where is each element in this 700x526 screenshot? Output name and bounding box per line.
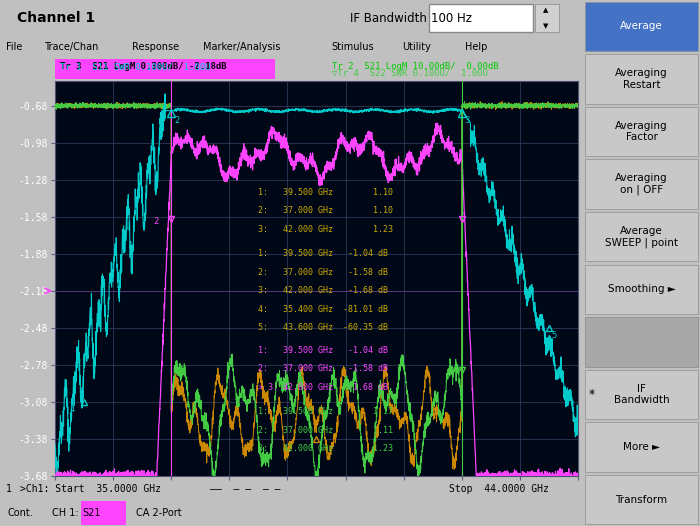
Bar bbox=[585, 475, 698, 524]
Text: 3:   42.000 GHz        1.23: 3: 42.000 GHz 1.23 bbox=[258, 225, 393, 234]
Text: Trace/Chan: Trace/Chan bbox=[44, 42, 99, 52]
Text: 1:   39.500 GHz        1.17: 1: 39.500 GHz 1.17 bbox=[258, 407, 393, 416]
Text: >Ch1: Start  35.0000 GHz: >Ch1: Start 35.0000 GHz bbox=[20, 484, 162, 494]
Bar bbox=[585, 107, 698, 156]
Text: Cont.: Cont. bbox=[7, 508, 33, 518]
Text: 1:   39.500 GHz   -1.04 dB: 1: 39.500 GHz -1.04 dB bbox=[258, 249, 389, 258]
Text: Utility: Utility bbox=[402, 42, 431, 52]
Text: Channel 1: Channel 1 bbox=[18, 11, 96, 25]
Text: IF
Bandwidth: IF Bandwidth bbox=[614, 383, 669, 406]
Text: Response: Response bbox=[132, 42, 179, 52]
Text: LCL: LCL bbox=[609, 508, 626, 518]
Text: S21: S21 bbox=[83, 508, 101, 518]
Text: *: * bbox=[589, 388, 595, 401]
Text: CH 1:: CH 1: bbox=[52, 508, 79, 518]
Bar bbox=[55, 59, 274, 79]
Text: 5: 5 bbox=[552, 331, 557, 340]
Text: 2: 2 bbox=[154, 217, 159, 226]
Text: Marker/Analysis: Marker/Analysis bbox=[203, 42, 280, 52]
Text: File: File bbox=[6, 42, 22, 52]
Bar bbox=[585, 370, 698, 419]
Text: 3:   42.000 GHz        1.23: 3: 42.000 GHz 1.23 bbox=[258, 444, 393, 453]
Text: Average: Average bbox=[620, 21, 663, 32]
Text: IF Bandwidth: IF Bandwidth bbox=[350, 12, 427, 25]
Text: Averaging
on | OFF: Averaging on | OFF bbox=[615, 173, 668, 195]
Bar bbox=[585, 212, 698, 261]
Text: Stop  44.0000 GHz: Stop 44.0000 GHz bbox=[449, 484, 549, 494]
Bar bbox=[585, 54, 698, 104]
Text: Tr 2  S21 LogM 10.00dB/  0.00dB: Tr 2 S21 LogM 10.00dB/ 0.00dB bbox=[332, 62, 499, 71]
Text: ▼: ▼ bbox=[543, 23, 549, 29]
Bar bbox=[585, 2, 698, 51]
Text: 2:   37.000 GHz        1.10: 2: 37.000 GHz 1.10 bbox=[258, 206, 393, 215]
Text: ——  — —  — —: —— — — — — bbox=[210, 484, 281, 494]
Text: ▽Tr 4  S22 SWR 0.100U/  1.00U: ▽Tr 4 S22 SWR 0.100U/ 1.00U bbox=[332, 68, 488, 77]
Text: Tr 1  S11 SWR 0.100U/  1.00U: Tr 1 S11 SWR 0.100U/ 1.00U bbox=[60, 62, 211, 71]
Text: 1:   39.500 GHz   -1.04 dB: 1: 39.500 GHz -1.04 dB bbox=[258, 346, 389, 355]
Text: 4: 4 bbox=[69, 405, 75, 414]
Text: CA 2-Port: CA 2-Port bbox=[136, 508, 182, 518]
Text: 2:   37.000 GHz        1.11: 2: 37.000 GHz 1.11 bbox=[258, 426, 393, 435]
FancyBboxPatch shape bbox=[428, 4, 533, 33]
Bar bbox=[585, 317, 698, 367]
Bar bbox=[585, 159, 698, 209]
Text: 3: 3 bbox=[465, 116, 470, 125]
Text: 100 Hz: 100 Hz bbox=[431, 12, 472, 25]
Bar bbox=[80, 501, 126, 525]
Bar bbox=[585, 265, 698, 314]
Text: Averaging
Restart: Averaging Restart bbox=[615, 68, 668, 90]
FancyBboxPatch shape bbox=[536, 4, 559, 33]
Text: Smoothing ►: Smoothing ► bbox=[608, 284, 676, 295]
Text: 2:   37.000 GHz   -1.58 dB: 2: 37.000 GHz -1.58 dB bbox=[258, 268, 389, 277]
Text: Averaging
Factor: Averaging Factor bbox=[615, 120, 668, 143]
Text: 1:   39.500 GHz        1.10: 1: 39.500 GHz 1.10 bbox=[258, 188, 393, 197]
Text: 4:   35.400 GHz  -81.01 dB: 4: 35.400 GHz -81.01 dB bbox=[258, 305, 389, 314]
Text: Stimulus: Stimulus bbox=[331, 42, 374, 52]
Text: ▲: ▲ bbox=[543, 7, 549, 13]
Text: 2:   37.000 GHz   -1.58 dB: 2: 37.000 GHz -1.58 dB bbox=[258, 364, 389, 373]
Text: 2: 2 bbox=[174, 116, 179, 125]
Text: 5:   43.600 GHz  -60.35 dB: 5: 43.600 GHz -60.35 dB bbox=[258, 323, 389, 332]
Bar bbox=[585, 422, 698, 472]
Text: > 3: 42.000 GHz   -1.68 dB: > 3: 42.000 GHz -1.68 dB bbox=[258, 382, 389, 391]
Text: Help: Help bbox=[466, 42, 488, 52]
Text: 1: 1 bbox=[6, 484, 12, 494]
Text: Tr 3  S21 LogM 0.300dB/ -2.18dB: Tr 3 S21 LogM 0.300dB/ -2.18dB bbox=[60, 62, 227, 71]
Text: 3:   42.000 GHz   -1.68 dB: 3: 42.000 GHz -1.68 dB bbox=[258, 286, 389, 295]
Text: More ►: More ► bbox=[623, 442, 660, 452]
Text: Average
SWEEP | point: Average SWEEP | point bbox=[605, 226, 678, 248]
Text: Transform: Transform bbox=[615, 494, 668, 505]
